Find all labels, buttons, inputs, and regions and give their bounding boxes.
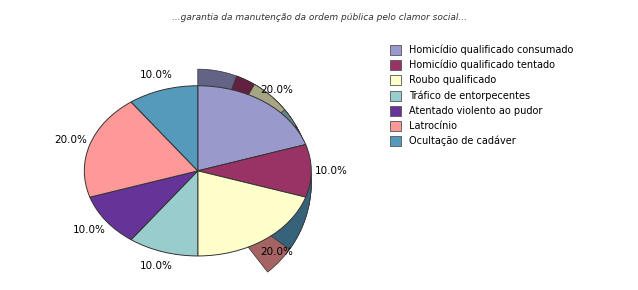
- Wedge shape: [84, 102, 198, 197]
- Text: 10.0%: 10.0%: [73, 225, 106, 235]
- Wedge shape: [198, 76, 292, 183]
- Text: 10.0%: 10.0%: [140, 261, 173, 271]
- Text: 10.0%: 10.0%: [315, 166, 348, 176]
- Wedge shape: [198, 84, 311, 206]
- Text: 20.0%: 20.0%: [54, 135, 87, 145]
- Wedge shape: [90, 171, 198, 240]
- Wedge shape: [198, 183, 311, 249]
- Wedge shape: [198, 86, 306, 171]
- Wedge shape: [131, 171, 198, 256]
- Wedge shape: [198, 110, 311, 183]
- Text: 20.0%: 20.0%: [260, 247, 293, 257]
- Wedge shape: [198, 69, 306, 183]
- Legend: Homicídio qualificado consumado, Homicídio qualificado tentado, Roubo qualificad: Homicídio qualificado consumado, Homicíd…: [388, 43, 575, 148]
- Wedge shape: [198, 126, 311, 195]
- Text: ...garantia da manutenção da ordem pública pelo clamor social...: ...garantia da manutenção da ordem públi…: [172, 13, 466, 22]
- Text: 20.0%: 20.0%: [260, 85, 293, 95]
- Text: 10.0%: 10.0%: [140, 70, 173, 80]
- Wedge shape: [131, 86, 198, 171]
- Wedge shape: [198, 144, 311, 197]
- Wedge shape: [198, 171, 306, 256]
- Wedge shape: [198, 144, 311, 272]
